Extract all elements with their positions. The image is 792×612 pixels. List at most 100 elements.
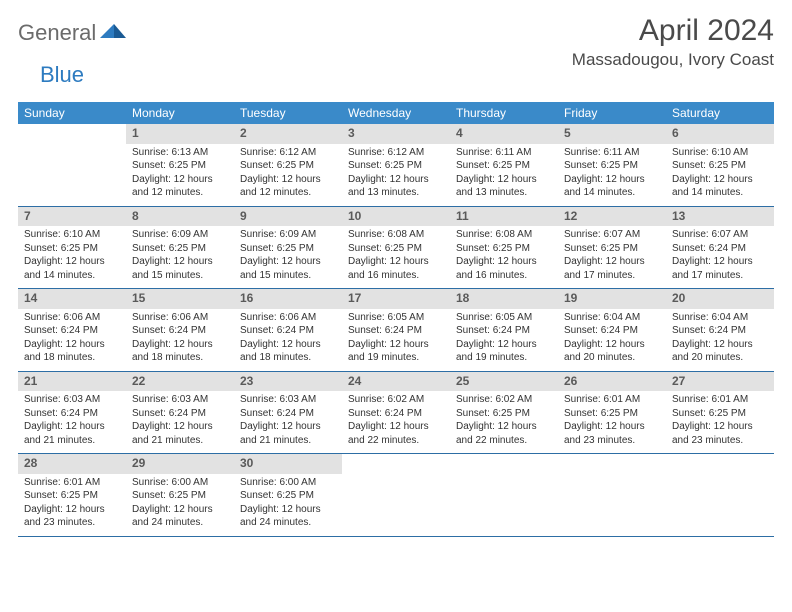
day-number: 21 [18,372,126,392]
month-title: April 2024 [572,14,774,48]
calendar-cell: 8Sunrise: 6:09 AMSunset: 6:25 PMDaylight… [126,206,234,289]
day-number: 10 [342,207,450,227]
calendar-cell: 18Sunrise: 6:05 AMSunset: 6:24 PMDayligh… [450,289,558,372]
day-data: Sunrise: 6:11 AMSunset: 6:25 PMDaylight:… [558,144,666,206]
calendar-cell: 10Sunrise: 6:08 AMSunset: 6:25 PMDayligh… [342,206,450,289]
day-data: Sunrise: 6:05 AMSunset: 6:24 PMDaylight:… [450,309,558,371]
day-number: 24 [342,372,450,392]
day-data: Sunrise: 6:02 AMSunset: 6:24 PMDaylight:… [342,391,450,453]
day-number: 3 [342,124,450,144]
day-header: Tuesday [234,102,342,124]
day-number: 9 [234,207,342,227]
day-number: 17 [342,289,450,309]
day-number: 13 [666,207,774,227]
day-number: 5 [558,124,666,144]
calendar-cell: 15Sunrise: 6:06 AMSunset: 6:24 PMDayligh… [126,289,234,372]
day-number: 25 [450,372,558,392]
day-data: Sunrise: 6:08 AMSunset: 6:25 PMDaylight:… [342,226,450,288]
day-data: Sunrise: 6:04 AMSunset: 6:24 PMDaylight:… [558,309,666,371]
day-number: 4 [450,124,558,144]
day-number: 14 [18,289,126,309]
day-number: 20 [666,289,774,309]
calendar-cell: 0 [450,454,558,537]
day-data: Sunrise: 6:10 AMSunset: 6:25 PMDaylight:… [666,144,774,206]
calendar-cell: 3Sunrise: 6:12 AMSunset: 6:25 PMDaylight… [342,124,450,206]
day-data: Sunrise: 6:08 AMSunset: 6:25 PMDaylight:… [450,226,558,288]
day-number: 8 [126,207,234,227]
day-number: 1 [126,124,234,144]
day-data: Sunrise: 6:03 AMSunset: 6:24 PMDaylight:… [18,391,126,453]
calendar-cell: 28Sunrise: 6:01 AMSunset: 6:25 PMDayligh… [18,454,126,537]
logo-text-blue: Blue [40,62,84,87]
calendar-cell: 21Sunrise: 6:03 AMSunset: 6:24 PMDayligh… [18,371,126,454]
day-header: Saturday [666,102,774,124]
day-data: Sunrise: 6:12 AMSunset: 6:25 PMDaylight:… [342,144,450,206]
calendar-cell: 2Sunrise: 6:12 AMSunset: 6:25 PMDaylight… [234,124,342,206]
calendar-cell: 0 [558,454,666,537]
day-number: 23 [234,372,342,392]
day-number: 27 [666,372,774,392]
day-number: 6 [666,124,774,144]
day-data: Sunrise: 6:12 AMSunset: 6:25 PMDaylight:… [234,144,342,206]
calendar-cell: 0 [342,454,450,537]
calendar-row: 7Sunrise: 6:10 AMSunset: 6:25 PMDaylight… [18,206,774,289]
calendar-row: 14Sunrise: 6:06 AMSunset: 6:24 PMDayligh… [18,289,774,372]
day-number: 16 [234,289,342,309]
day-data: Sunrise: 6:00 AMSunset: 6:25 PMDaylight:… [126,474,234,536]
calendar-body: 0 1Sunrise: 6:13 AMSunset: 6:25 PMDaylig… [18,124,774,536]
calendar-cell: 0 [18,124,126,206]
day-data: Sunrise: 6:04 AMSunset: 6:24 PMDaylight:… [666,309,774,371]
day-data: Sunrise: 6:07 AMSunset: 6:25 PMDaylight:… [558,226,666,288]
calendar-cell: 27Sunrise: 6:01 AMSunset: 6:25 PMDayligh… [666,371,774,454]
calendar-row: 0 1Sunrise: 6:13 AMSunset: 6:25 PMDaylig… [18,124,774,206]
day-number: 7 [18,207,126,227]
day-data: Sunrise: 6:03 AMSunset: 6:24 PMDaylight:… [234,391,342,453]
calendar-cell: 11Sunrise: 6:08 AMSunset: 6:25 PMDayligh… [450,206,558,289]
day-number: 30 [234,454,342,474]
calendar-cell: 6Sunrise: 6:10 AMSunset: 6:25 PMDaylight… [666,124,774,206]
calendar-row: 21Sunrise: 6:03 AMSunset: 6:24 PMDayligh… [18,371,774,454]
day-data: Sunrise: 6:06 AMSunset: 6:24 PMDaylight:… [18,309,126,371]
calendar-cell: 13Sunrise: 6:07 AMSunset: 6:24 PMDayligh… [666,206,774,289]
calendar-cell: 14Sunrise: 6:06 AMSunset: 6:24 PMDayligh… [18,289,126,372]
day-number: 22 [126,372,234,392]
day-header: Sunday [18,102,126,124]
calendar-cell: 0 [666,454,774,537]
day-number: 15 [126,289,234,309]
calendar-cell: 7Sunrise: 6:10 AMSunset: 6:25 PMDaylight… [18,206,126,289]
logo-text-general: General [18,20,96,46]
calendar-cell: 24Sunrise: 6:02 AMSunset: 6:24 PMDayligh… [342,371,450,454]
day-data: Sunrise: 6:06 AMSunset: 6:24 PMDaylight:… [126,309,234,371]
logo-mark-icon [100,22,126,45]
calendar-header-row: SundayMondayTuesdayWednesdayThursdayFrid… [18,102,774,124]
day-data: Sunrise: 6:10 AMSunset: 6:25 PMDaylight:… [18,226,126,288]
day-data: Sunrise: 6:13 AMSunset: 6:25 PMDaylight:… [126,144,234,206]
day-data: Sunrise: 6:01 AMSunset: 6:25 PMDaylight:… [558,391,666,453]
day-number: 11 [450,207,558,227]
calendar-cell: 25Sunrise: 6:02 AMSunset: 6:25 PMDayligh… [450,371,558,454]
day-data: Sunrise: 6:09 AMSunset: 6:25 PMDaylight:… [126,226,234,288]
day-data: Sunrise: 6:03 AMSunset: 6:24 PMDaylight:… [126,391,234,453]
calendar-row: 28Sunrise: 6:01 AMSunset: 6:25 PMDayligh… [18,454,774,537]
calendar-cell: 23Sunrise: 6:03 AMSunset: 6:24 PMDayligh… [234,371,342,454]
day-data: Sunrise: 6:09 AMSunset: 6:25 PMDaylight:… [234,226,342,288]
day-number: 29 [126,454,234,474]
calendar-cell: 12Sunrise: 6:07 AMSunset: 6:25 PMDayligh… [558,206,666,289]
day-data: Sunrise: 6:02 AMSunset: 6:25 PMDaylight:… [450,391,558,453]
calendar-cell: 19Sunrise: 6:04 AMSunset: 6:24 PMDayligh… [558,289,666,372]
logo: General [18,14,128,46]
day-number: 26 [558,372,666,392]
day-data: Sunrise: 6:00 AMSunset: 6:25 PMDaylight:… [234,474,342,536]
day-data: Sunrise: 6:01 AMSunset: 6:25 PMDaylight:… [666,391,774,453]
calendar-cell: 17Sunrise: 6:05 AMSunset: 6:24 PMDayligh… [342,289,450,372]
calendar-cell: 4Sunrise: 6:11 AMSunset: 6:25 PMDaylight… [450,124,558,206]
day-header: Wednesday [342,102,450,124]
day-data: Sunrise: 6:01 AMSunset: 6:25 PMDaylight:… [18,474,126,536]
calendar-cell: 5Sunrise: 6:11 AMSunset: 6:25 PMDaylight… [558,124,666,206]
day-header: Friday [558,102,666,124]
day-data: Sunrise: 6:11 AMSunset: 6:25 PMDaylight:… [450,144,558,206]
day-number: 12 [558,207,666,227]
day-number: 28 [18,454,126,474]
calendar-cell: 26Sunrise: 6:01 AMSunset: 6:25 PMDayligh… [558,371,666,454]
calendar-cell: 16Sunrise: 6:06 AMSunset: 6:24 PMDayligh… [234,289,342,372]
